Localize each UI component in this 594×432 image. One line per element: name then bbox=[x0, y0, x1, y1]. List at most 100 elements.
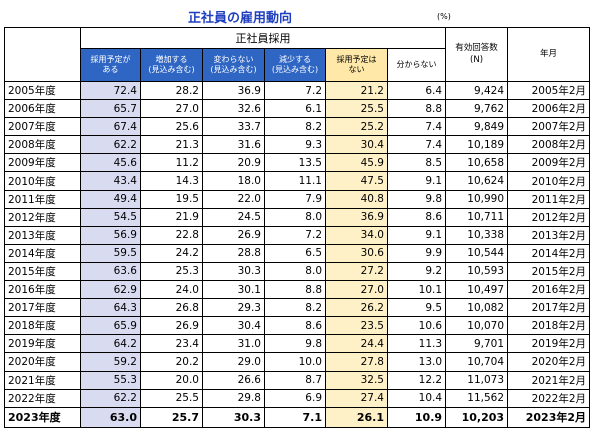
value-cell: 31.6 bbox=[202, 135, 265, 155]
value-cell: 9.8 bbox=[386, 189, 447, 209]
row-year: 2020年度 bbox=[4, 352, 81, 372]
value-cell: 23.5 bbox=[325, 316, 388, 336]
value-cell: 6.9 bbox=[264, 388, 326, 408]
unit-label: (%) bbox=[437, 12, 451, 21]
table-row: 2015年度 63.6 25.3 30.3 8.0 27.2 9.2 10,593 2015年2… bbox=[4, 261, 591, 282]
value-cell: 21.9 bbox=[140, 207, 203, 227]
responses-cell: 10,203 bbox=[445, 406, 509, 428]
value-cell: 26.9 bbox=[202, 225, 265, 245]
value-cell: 11.2 bbox=[140, 153, 203, 173]
value-cell: 59.5 bbox=[80, 243, 141, 263]
value-cell: 19.5 bbox=[140, 189, 203, 209]
value-cell: 27.4 bbox=[325, 388, 388, 408]
value-cell: 45.9 bbox=[325, 153, 388, 173]
header-yearmonth: 年月 bbox=[507, 27, 591, 82]
responses-cell: 9,701 bbox=[445, 334, 509, 354]
header-col-label: 採用予定が ある bbox=[90, 55, 131, 74]
header-col-label: 減少する (見込み含む) bbox=[271, 55, 319, 74]
responses-cell: 10,624 bbox=[445, 171, 509, 191]
table-row: 2023年度 63.0 25.7 30.3 7.1 26.1 10.9 10,203 2023年… bbox=[4, 406, 591, 428]
row-year: 2013年度 bbox=[4, 225, 81, 245]
table-row: 2020年度 59.2 20.2 29.0 10.0 27.8 13.0 10,704 2020… bbox=[4, 352, 591, 372]
value-cell: 36.9 bbox=[325, 207, 388, 227]
value-cell: 27.0 bbox=[325, 280, 388, 300]
value-cell: 20.9 bbox=[202, 153, 265, 173]
row-year: 2006年度 bbox=[4, 99, 81, 119]
value-cell: 30.6 bbox=[325, 243, 388, 263]
value-cell: 8.5 bbox=[386, 153, 447, 173]
header-col-unknown: 分からない bbox=[386, 48, 447, 82]
value-cell: 27.8 bbox=[325, 352, 388, 372]
value-cell: 62.2 bbox=[80, 388, 141, 408]
value-cell: 7.4 bbox=[386, 135, 447, 155]
value-cell: 24.4 bbox=[325, 334, 388, 354]
value-cell: 12.2 bbox=[386, 370, 447, 390]
yearmonth-cell: 2019年2月 bbox=[507, 334, 591, 354]
value-cell: 30.3 bbox=[202, 261, 265, 282]
value-cell: 8.2 bbox=[264, 298, 326, 318]
value-cell: 6.5 bbox=[264, 243, 326, 263]
value-cell: 9.5 bbox=[386, 298, 447, 318]
value-cell: 55.3 bbox=[80, 370, 141, 390]
responses-cell: 11,073 bbox=[445, 370, 509, 390]
value-cell: 7.4 bbox=[386, 117, 447, 137]
responses-cell: 9,424 bbox=[445, 80, 509, 101]
responses-cell: 10,544 bbox=[445, 243, 509, 263]
value-cell: 10.6 bbox=[386, 316, 447, 336]
row-year: 2021年度 bbox=[4, 370, 81, 390]
value-cell: 8.0 bbox=[264, 207, 326, 227]
responses-cell: 10,070 bbox=[445, 316, 509, 336]
value-cell: 20.2 bbox=[140, 352, 203, 372]
row-year: 2010年度 bbox=[4, 171, 81, 191]
value-cell: 56.9 bbox=[80, 225, 141, 245]
value-cell: 10.9 bbox=[386, 406, 447, 428]
value-cell: 31.0 bbox=[202, 334, 265, 354]
yearmonth-cell: 2010年2月 bbox=[507, 171, 591, 191]
value-cell: 64.2 bbox=[80, 334, 141, 354]
value-cell: 45.6 bbox=[80, 153, 141, 173]
value-cell: 67.4 bbox=[80, 117, 141, 137]
value-cell: 62.2 bbox=[80, 135, 141, 155]
value-cell: 40.8 bbox=[325, 189, 388, 209]
row-year: 2012年度 bbox=[4, 207, 81, 227]
responses-cell: 9,849 bbox=[445, 117, 509, 137]
yearmonth-cell: 2009年2月 bbox=[507, 153, 591, 173]
yearmonth-cell: 2006年2月 bbox=[507, 99, 591, 119]
yearmonth-cell: 2008年2月 bbox=[507, 135, 591, 155]
value-cell: 65.9 bbox=[80, 316, 141, 336]
table-row: 2006年度 65.7 27.0 32.6 6.1 25.5 8.8 9,762 2006年2月 bbox=[4, 99, 591, 119]
value-cell: 65.7 bbox=[80, 99, 141, 119]
table-row: 2022年度 62.2 25.5 29.8 6.9 27.4 10.4 11,562 2022年… bbox=[4, 388, 591, 408]
header-col-unchanged: 変わらない (見込み含む) bbox=[202, 48, 265, 82]
header-col-planned: 採用予定が ある bbox=[80, 48, 141, 82]
value-cell: 7.1 bbox=[264, 406, 326, 428]
value-cell: 25.7 bbox=[140, 406, 203, 428]
yearmonth-cell: 2007年2月 bbox=[507, 117, 591, 137]
row-year: 2008年度 bbox=[4, 135, 81, 155]
value-cell: 36.9 bbox=[202, 80, 265, 101]
value-cell: 8.8 bbox=[264, 280, 326, 300]
row-year: 2022年度 bbox=[4, 388, 81, 408]
value-cell: 59.2 bbox=[80, 352, 141, 372]
value-cell: 63.0 bbox=[80, 406, 141, 428]
yearmonth-cell: 2005年2月 bbox=[507, 80, 591, 101]
value-cell: 54.5 bbox=[80, 207, 141, 227]
value-cell: 22.8 bbox=[140, 225, 203, 245]
value-cell: 32.6 bbox=[202, 99, 265, 119]
responses-cell: 9,762 bbox=[445, 99, 509, 119]
value-cell: 23.4 bbox=[140, 334, 203, 354]
value-cell: 34.0 bbox=[325, 225, 388, 245]
row-year: 2005年度 bbox=[4, 80, 81, 101]
value-cell: 30.4 bbox=[202, 316, 265, 336]
value-cell: 8.6 bbox=[386, 207, 447, 227]
table-row: 2008年度 62.2 21.3 31.6 9.3 30.4 7.4 10,189 2008年2… bbox=[4, 135, 591, 155]
responses-cell: 10,711 bbox=[445, 207, 509, 227]
value-cell: 29.0 bbox=[202, 352, 265, 372]
row-year: 2023年度 bbox=[4, 406, 81, 428]
yearmonth-cell: 2016年2月 bbox=[507, 280, 591, 300]
responses-cell: 10,990 bbox=[445, 189, 509, 209]
value-cell: 21.2 bbox=[325, 80, 388, 101]
value-cell: 8.7 bbox=[264, 370, 326, 390]
value-cell: 26.1 bbox=[325, 406, 388, 428]
value-cell: 30.1 bbox=[202, 280, 265, 300]
